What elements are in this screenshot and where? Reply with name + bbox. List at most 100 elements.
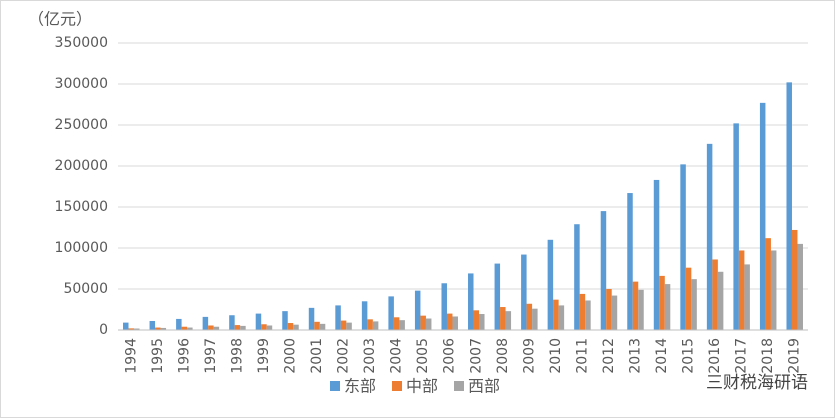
x-tick-label: 2001 — [309, 338, 325, 374]
bar — [797, 243, 803, 330]
x-tick-label: 2017 — [734, 338, 750, 374]
bar — [574, 224, 580, 330]
y-tick-label: 50000 — [63, 281, 108, 297]
y-tick-label: 250000 — [55, 117, 108, 133]
bar — [202, 316, 209, 330]
bar — [786, 82, 792, 330]
x-tick-label: 2003 — [362, 338, 378, 374]
bar — [287, 323, 294, 330]
x-tick-label: 2015 — [681, 338, 697, 374]
bar — [744, 264, 750, 330]
y-tick-label: 350000 — [55, 35, 108, 51]
bar — [414, 290, 421, 330]
bar — [706, 143, 713, 330]
x-tick-label: 2012 — [601, 338, 617, 374]
bar — [738, 250, 745, 330]
bar — [128, 328, 135, 330]
bar — [685, 267, 692, 330]
bar — [335, 305, 341, 330]
x-tick-label: 2019 — [787, 338, 803, 374]
bar — [346, 322, 352, 330]
bar — [585, 300, 591, 330]
bar — [733, 123, 739, 330]
bar — [638, 289, 644, 330]
bar — [155, 327, 161, 330]
bar — [759, 102, 766, 330]
bar — [653, 179, 660, 330]
bar — [240, 325, 246, 330]
legend-label: 中部 — [406, 377, 438, 396]
x-tick-label: 2009 — [521, 338, 537, 374]
watermark: 三财税海研语 — [706, 373, 808, 393]
x-tick-label: 2010 — [548, 338, 564, 374]
bar — [282, 311, 288, 330]
bar — [134, 328, 140, 330]
y-tick-label: 300000 — [55, 76, 108, 92]
bar — [425, 318, 432, 330]
y-tick-label: 0 — [99, 322, 108, 338]
x-tick-label: 1998 — [229, 338, 245, 374]
bar — [149, 320, 156, 330]
x-tick-label: 1994 — [123, 338, 139, 374]
bar — [187, 327, 193, 330]
x-tick-label: 2004 — [389, 338, 405, 374]
bar — [314, 321, 320, 330]
bar — [770, 250, 777, 330]
bar — [393, 317, 400, 330]
legend-label: 东部 — [344, 377, 376, 396]
bar — [494, 263, 501, 330]
bar — [308, 307, 315, 330]
bar — [399, 320, 405, 330]
legend-swatch — [454, 381, 464, 391]
bar — [521, 254, 527, 330]
bar — [176, 318, 182, 330]
bar — [181, 326, 188, 330]
bar — [319, 323, 326, 330]
bar — [372, 321, 379, 330]
legend-label: 西部 — [468, 377, 500, 396]
x-tick-label: 2014 — [654, 338, 670, 374]
y-tick-label: 150000 — [55, 199, 108, 215]
bar — [229, 315, 235, 330]
bar — [213, 326, 220, 330]
bar — [791, 229, 798, 330]
bar — [606, 289, 612, 330]
bar — [532, 308, 538, 330]
bar — [266, 325, 273, 330]
bar — [340, 320, 347, 330]
bar — [664, 284, 671, 330]
bar — [632, 281, 639, 330]
bar — [468, 273, 474, 330]
bar — [500, 307, 506, 330]
bar — [441, 283, 447, 330]
x-tick-label: 1996 — [176, 338, 192, 374]
x-tick-label: 2018 — [760, 338, 776, 374]
x-tick-label: 2000 — [283, 338, 299, 374]
bar — [473, 310, 480, 330]
bar — [160, 327, 167, 330]
legend-swatch — [330, 381, 340, 391]
bar — [526, 303, 533, 330]
x-tick-label: 2006 — [442, 338, 458, 374]
y-tick-label: 200000 — [55, 158, 108, 174]
bar — [367, 319, 373, 330]
bar — [479, 314, 485, 330]
bar — [293, 324, 299, 330]
unit-label: （亿元） — [28, 10, 92, 29]
bar — [123, 322, 129, 330]
x-tick-label: 2005 — [415, 338, 431, 374]
bar — [717, 271, 724, 330]
bar — [505, 311, 512, 330]
legend-swatch — [392, 381, 402, 391]
bar — [680, 164, 686, 330]
bar — [691, 279, 697, 330]
bar — [611, 295, 618, 330]
bar — [627, 193, 633, 330]
bar — [420, 315, 426, 330]
bar — [579, 293, 586, 330]
bar — [452, 316, 458, 330]
bar — [234, 325, 241, 330]
y-tick-label: 100000 — [55, 240, 108, 256]
